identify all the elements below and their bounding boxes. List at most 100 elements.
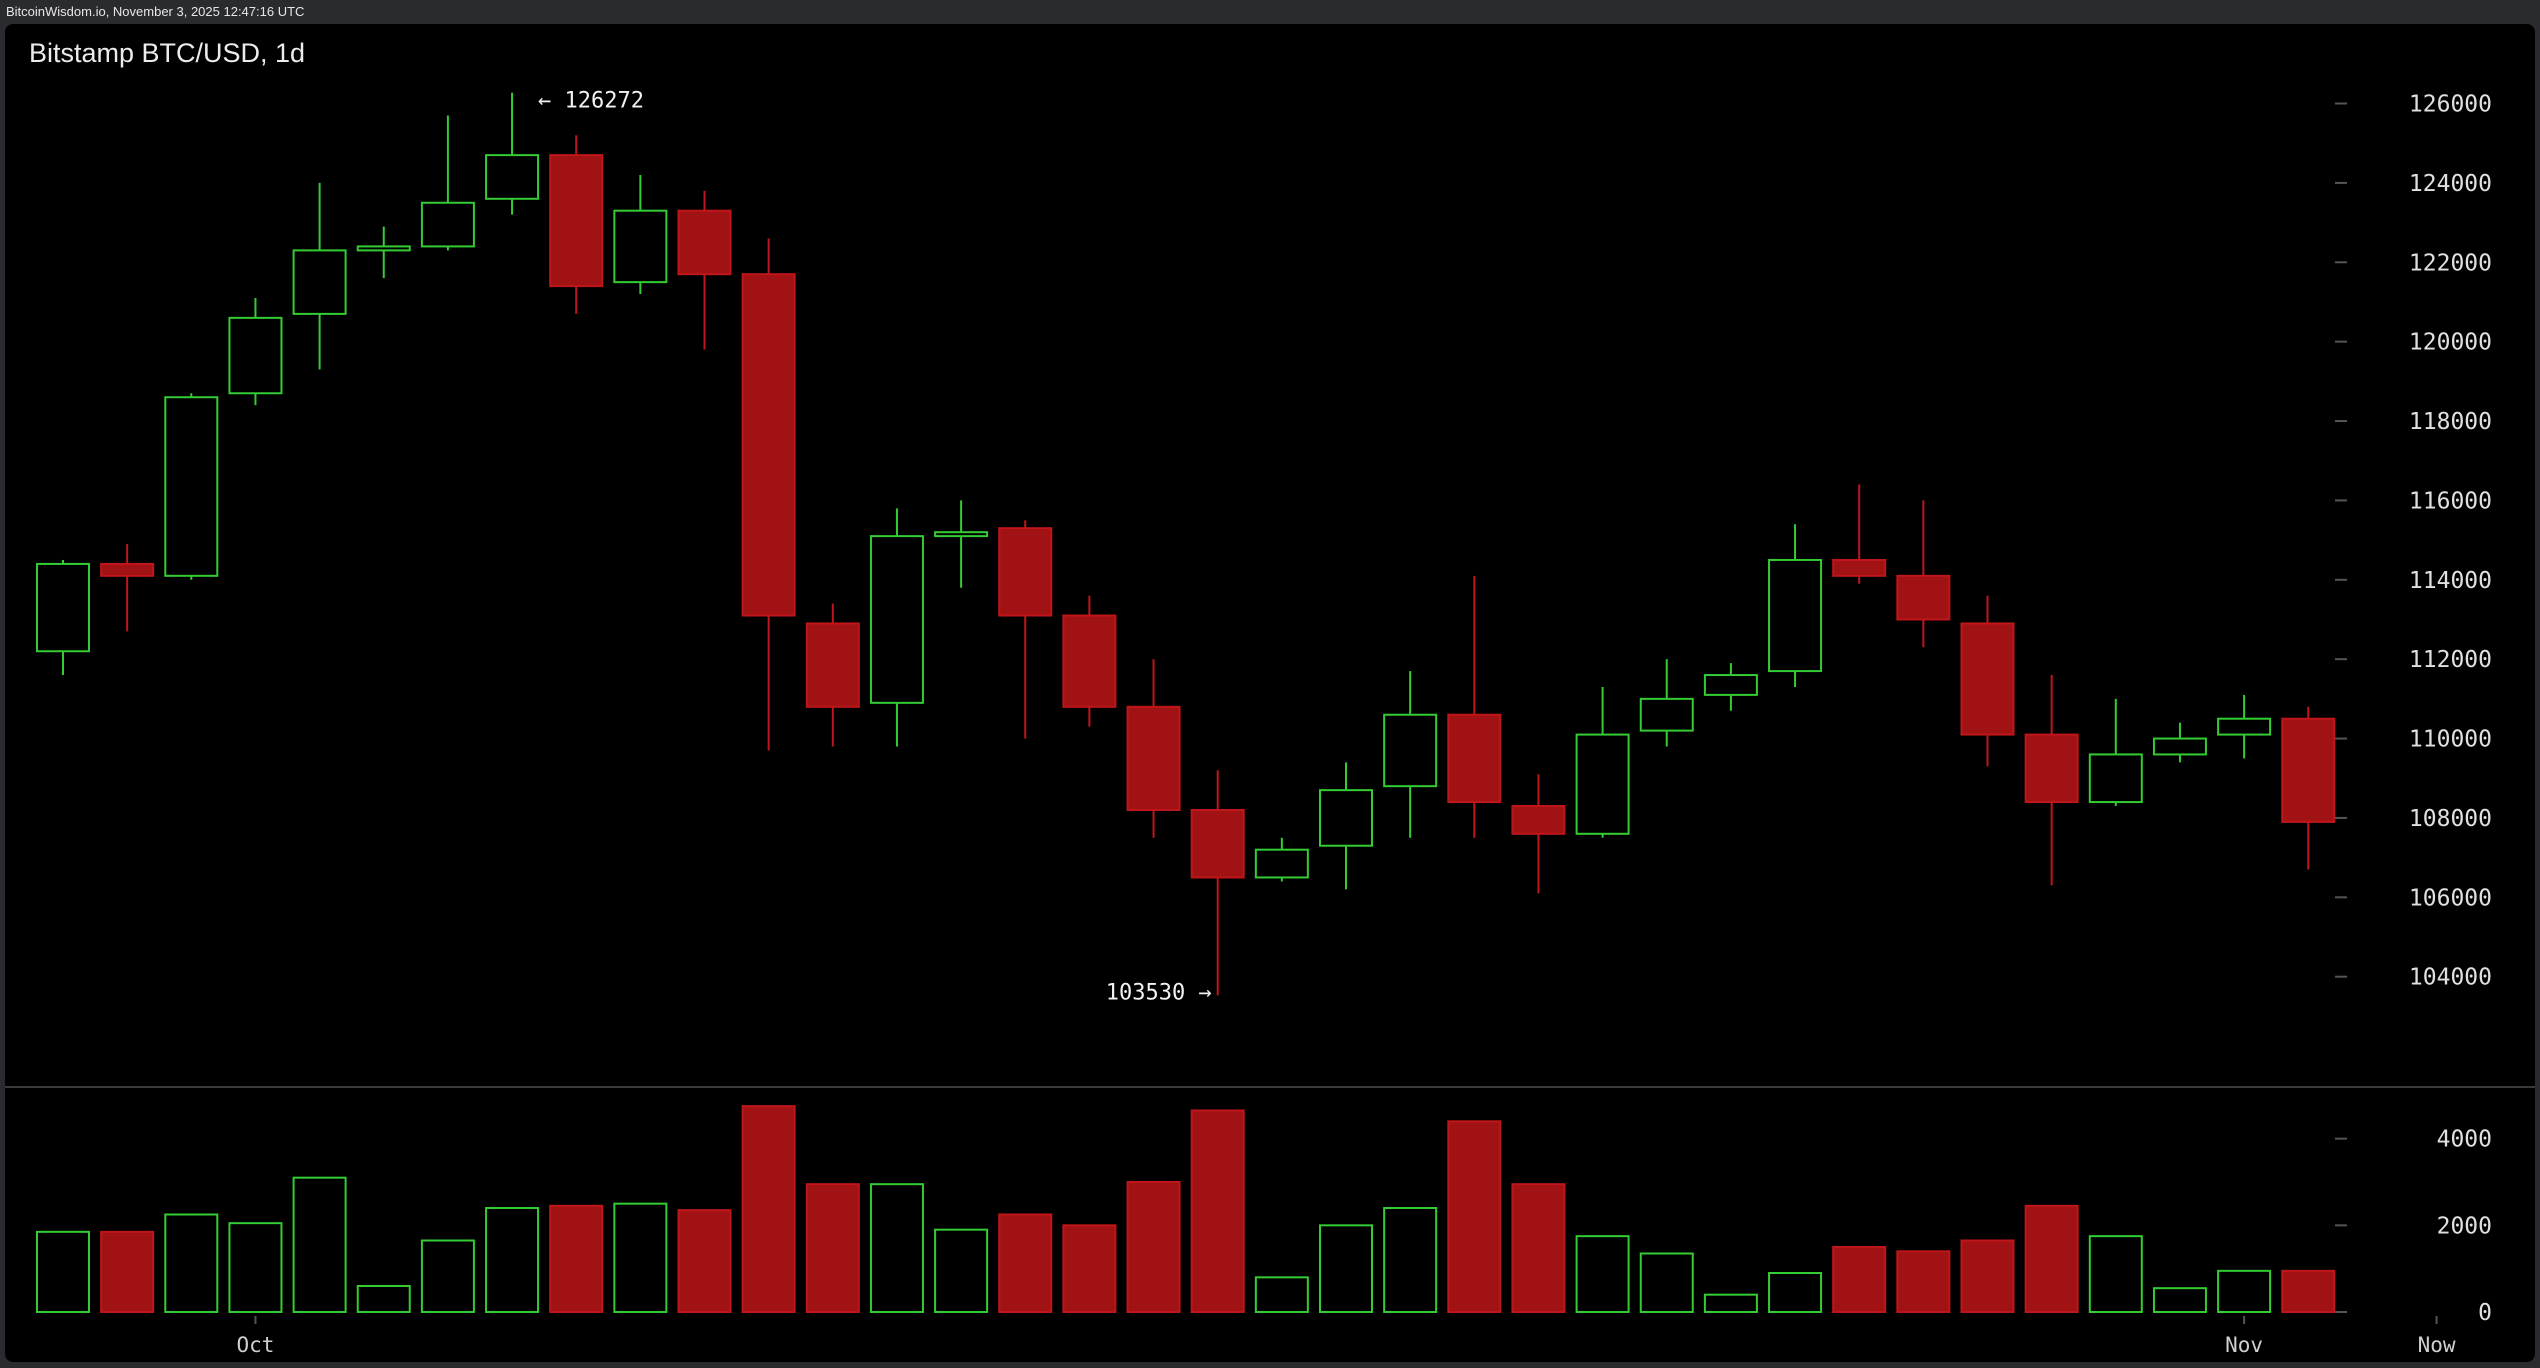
volume-tick-label: 0 xyxy=(2478,1300,2492,1326)
volume-bar xyxy=(2088,1235,2143,1313)
candle-body xyxy=(1126,705,1181,811)
candle[interactable] xyxy=(164,393,219,580)
candle[interactable] xyxy=(998,520,1053,739)
volume-bar xyxy=(2217,1269,2272,1314)
volume-bar xyxy=(677,1209,732,1313)
volume-bar xyxy=(869,1183,924,1313)
candle-body xyxy=(1319,789,1373,847)
candle-body xyxy=(1575,733,1630,835)
volume-bar xyxy=(164,1213,219,1313)
volume-bar xyxy=(549,1204,604,1314)
candle[interactable] xyxy=(2152,722,2207,763)
price-tick-label: 116000 xyxy=(2409,488,2492,514)
volume-bar xyxy=(998,1213,1053,1313)
volume-bar xyxy=(2024,1204,2079,1314)
volume-axis: 0 2000 4000 xyxy=(2335,1127,2492,1326)
candle-body xyxy=(1383,713,1438,788)
candle[interactable] xyxy=(1511,774,1566,894)
volume-tick-label: 2000 xyxy=(2437,1213,2492,1239)
candle[interactable] xyxy=(2281,706,2336,870)
price-tick-label: 104000 xyxy=(2409,965,2492,991)
candle[interactable] xyxy=(1703,663,1758,711)
site-header-bar: BitcoinWisdom.io, November 3, 2025 12:47… xyxy=(0,0,2540,24)
candle[interactable] xyxy=(1190,770,1245,996)
price-tick-label: 126000 xyxy=(2409,92,2492,118)
candle[interactable] xyxy=(292,182,347,370)
time-axis: Oct Nov Now xyxy=(236,1316,2456,1357)
low-price-annotation: 103530 → xyxy=(1106,980,1212,1005)
candle-body xyxy=(2281,717,2336,823)
candle-body xyxy=(805,622,860,708)
candle-body xyxy=(613,209,668,284)
candles xyxy=(36,92,2336,996)
candle[interactable] xyxy=(1768,524,1823,687)
annotations: ← 126272 103530 → xyxy=(538,89,1212,1006)
candle[interactable] xyxy=(613,174,668,295)
time-tick-label: Nov xyxy=(2225,1333,2263,1357)
volume-bar xyxy=(1575,1235,1630,1313)
price-tick-label: 114000 xyxy=(2409,568,2492,594)
volume-bar xyxy=(36,1230,90,1314)
candle[interactable] xyxy=(1960,595,2015,767)
candle[interactable] xyxy=(1062,595,1117,727)
volume-bar xyxy=(1190,1109,1245,1313)
time-tick-label: Oct xyxy=(236,1333,274,1357)
volume-bar xyxy=(1896,1250,1951,1314)
candle[interactable] xyxy=(1254,837,1309,882)
candle[interactable] xyxy=(1575,686,1630,838)
candle[interactable] xyxy=(36,559,90,676)
volume-bar xyxy=(1703,1293,1758,1313)
volume-bar xyxy=(2152,1287,2207,1313)
candle[interactable] xyxy=(2088,698,2143,807)
candle-body xyxy=(1254,848,1309,879)
price-tick-label: 110000 xyxy=(2409,727,2492,753)
candle[interactable] xyxy=(356,226,411,279)
candle[interactable] xyxy=(805,603,860,747)
candle[interactable] xyxy=(1383,671,1438,838)
candle[interactable] xyxy=(2024,675,2079,886)
candle[interactable] xyxy=(420,115,475,251)
candle-body xyxy=(2152,737,2207,756)
candle[interactable] xyxy=(934,500,989,588)
candle[interactable] xyxy=(485,92,540,215)
candle[interactable] xyxy=(741,238,796,751)
candle-body xyxy=(549,154,604,288)
candle-body xyxy=(36,562,90,653)
candle[interactable] xyxy=(869,508,924,747)
candle-body xyxy=(2217,717,2272,736)
candle-body xyxy=(420,201,475,248)
candle[interactable] xyxy=(1896,500,1951,648)
candlestick-chart[interactable]: 104000 106000 108000 110000 112000 114000 1160… xyxy=(5,24,2535,1362)
volume-bar xyxy=(485,1207,540,1313)
volume-bar xyxy=(420,1239,475,1313)
candle[interactable] xyxy=(228,298,283,406)
volume-bar xyxy=(613,1202,668,1313)
candle[interactable] xyxy=(1447,575,1502,838)
volume-bar xyxy=(228,1222,283,1313)
chart-panel: Bitstamp BTC/USD, 1d 104000 106000 108000 1… xyxy=(5,24,2535,1362)
price-tick-label: 106000 xyxy=(2409,885,2492,911)
candle-body xyxy=(1639,697,1694,732)
candle-body xyxy=(2088,753,2143,804)
candle[interactable] xyxy=(1126,659,1181,838)
candle[interactable] xyxy=(100,544,155,632)
volume-bar xyxy=(292,1176,347,1313)
candle-body xyxy=(741,273,796,617)
candle[interactable] xyxy=(549,135,604,314)
candle[interactable] xyxy=(1832,484,1887,584)
time-tick-label: Now xyxy=(2418,1333,2456,1357)
high-price-annotation: ← 126272 xyxy=(538,89,644,114)
volume-bar xyxy=(356,1285,411,1313)
candle[interactable] xyxy=(1639,659,1694,747)
price-tick-label: 118000 xyxy=(2409,409,2492,435)
volume-bars xyxy=(36,1105,2336,1314)
candle[interactable] xyxy=(1319,762,1373,890)
candle-body xyxy=(1960,622,2015,736)
volume-tick-label: 4000 xyxy=(2437,1127,2492,1153)
volume-bar xyxy=(741,1105,796,1313)
volume-bar xyxy=(1832,1246,1887,1313)
volume-bar xyxy=(1768,1272,1823,1313)
candle[interactable] xyxy=(2217,694,2272,759)
candle[interactable] xyxy=(677,190,732,350)
candle-body xyxy=(1703,674,1758,696)
